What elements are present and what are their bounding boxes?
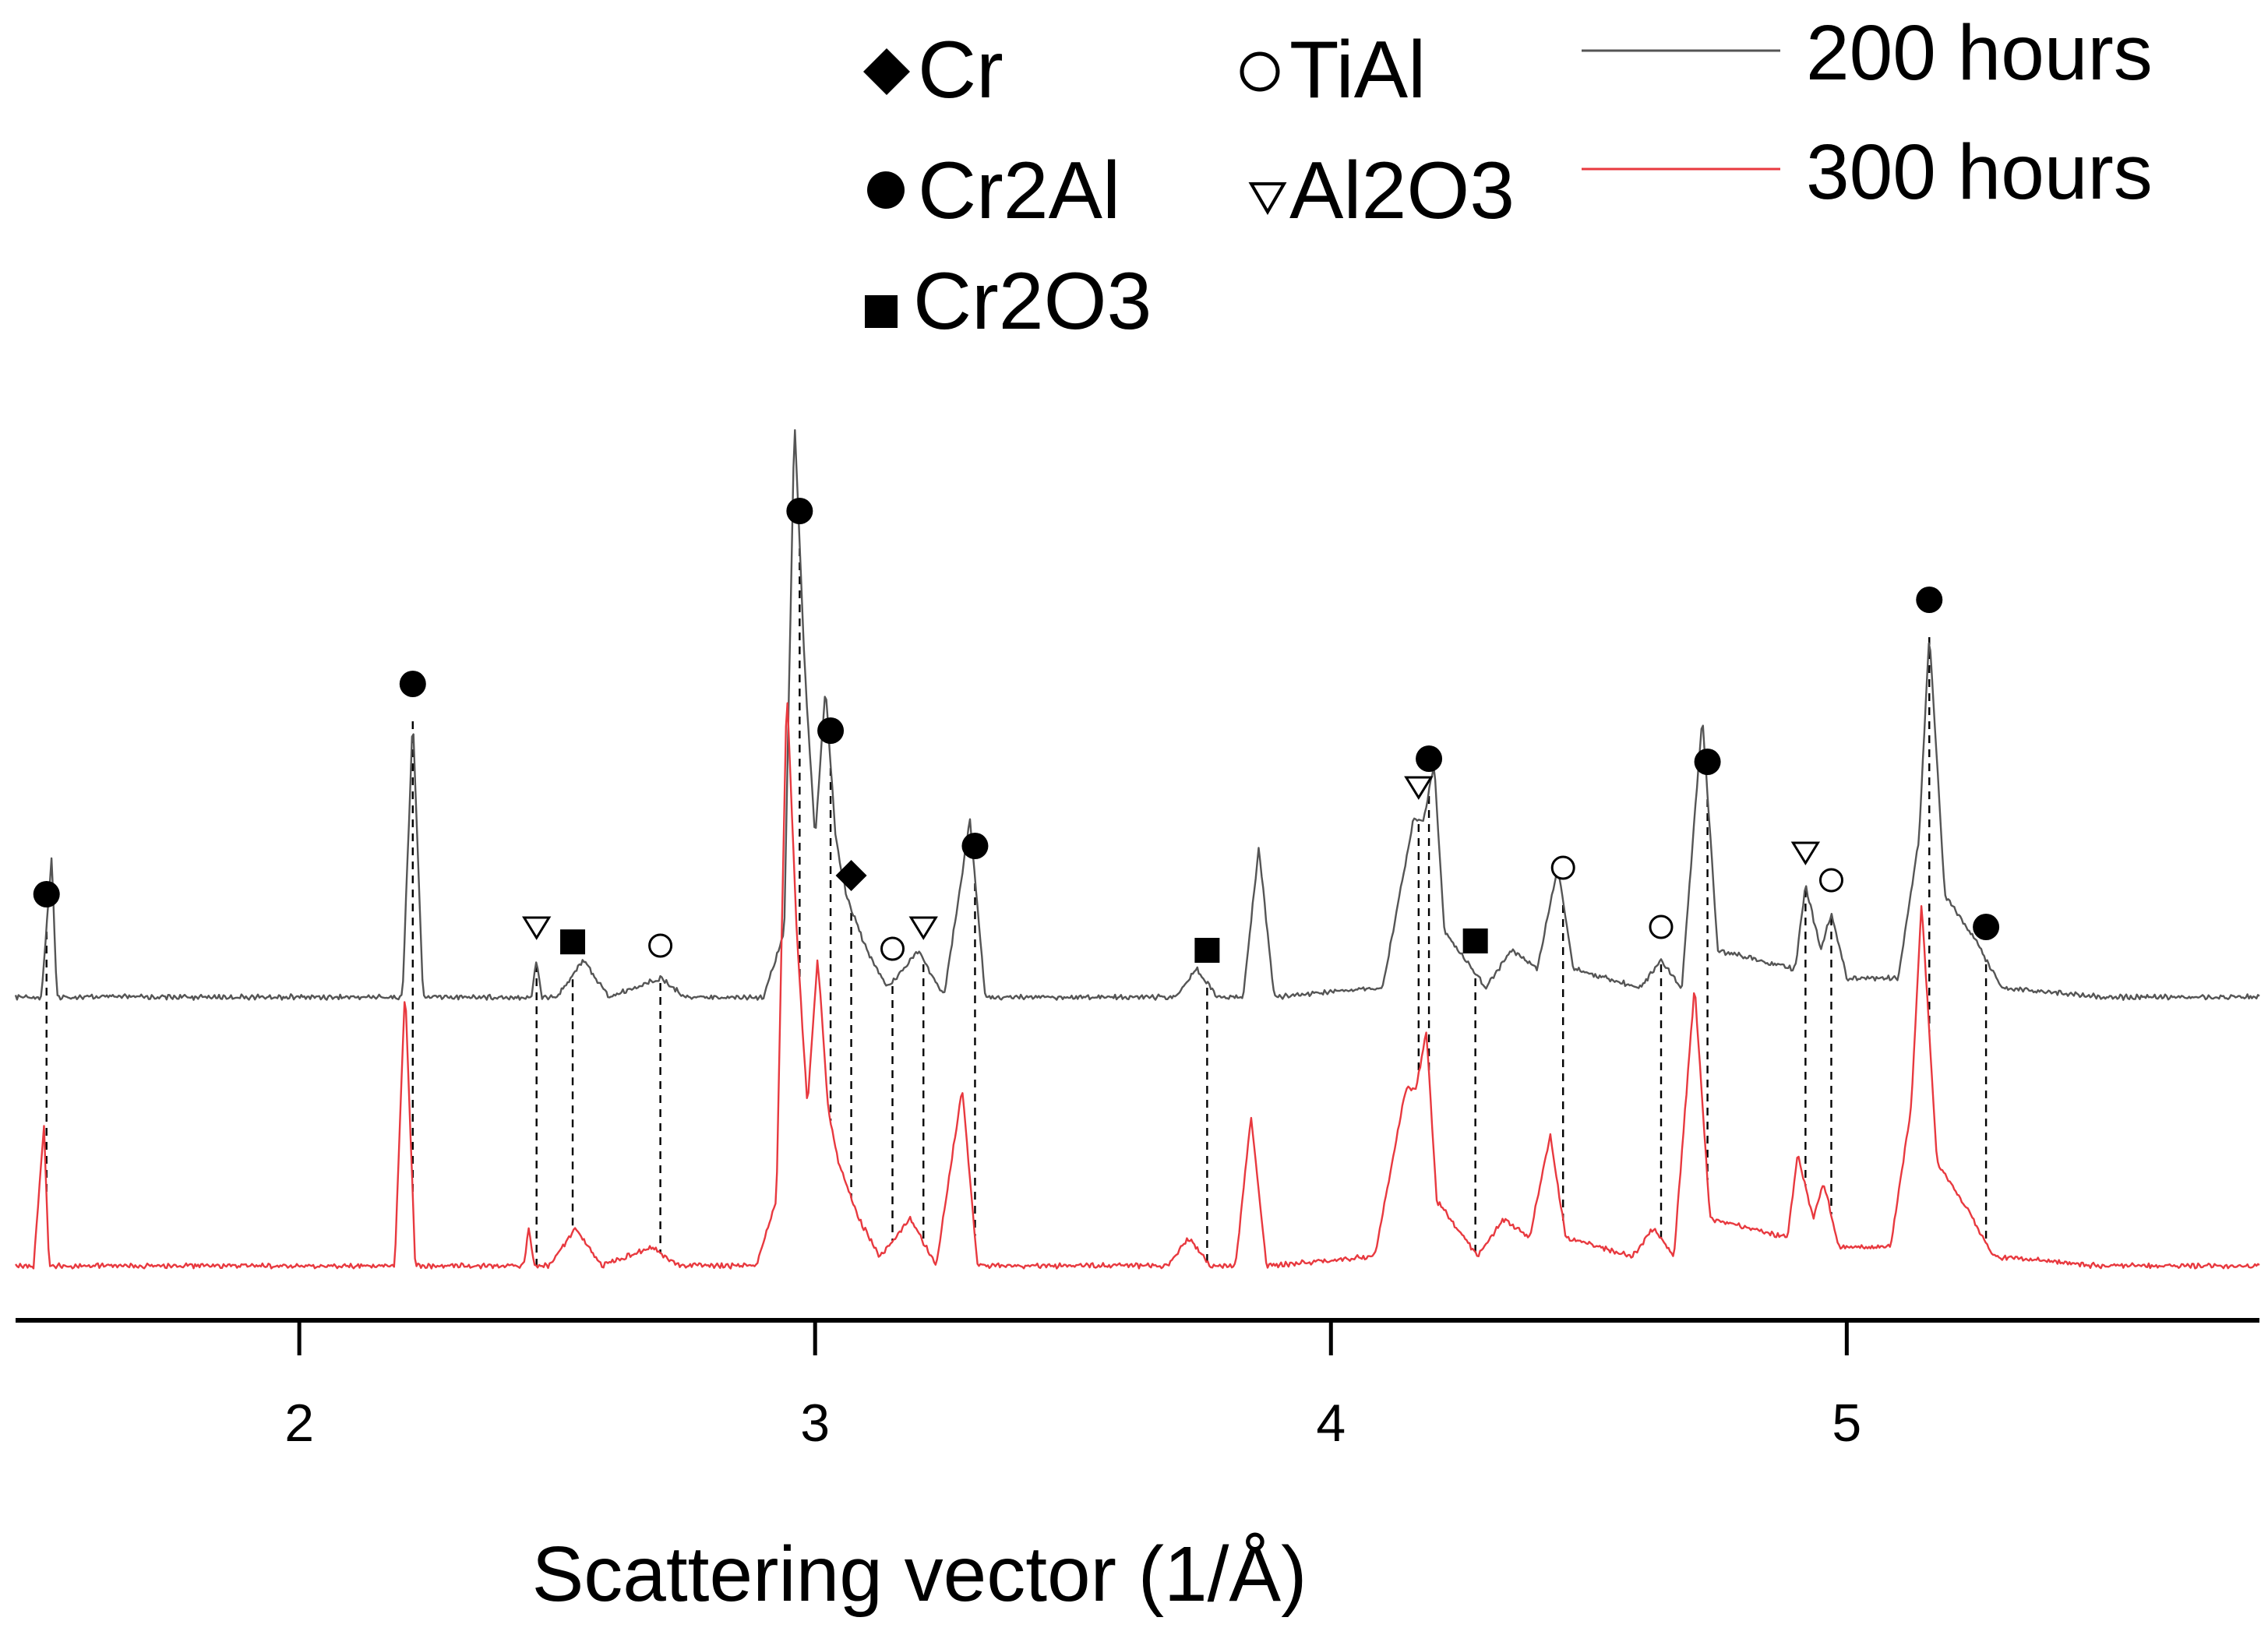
filled-circle-marker bbox=[817, 717, 845, 744]
open-circle-marker bbox=[1649, 914, 1674, 939]
open-circle-marker bbox=[648, 933, 673, 958]
open-circle-marker bbox=[1240, 51, 1280, 92]
phase-legend-label-tial: TiAl bbox=[1289, 25, 1426, 115]
open-triangle-marker bbox=[522, 916, 552, 940]
peak-markers bbox=[33, 498, 2000, 963]
diamond-marker bbox=[863, 48, 910, 95]
x-tick-label: 4 bbox=[1316, 1394, 1346, 1453]
open-circle-marker bbox=[1818, 868, 1843, 893]
legend-entry-200-hours: 200 hours bbox=[1582, 9, 2153, 97]
filled-circle-marker bbox=[867, 171, 905, 209]
phase-legend-entry-cr2al: Cr2Al bbox=[867, 146, 1120, 236]
open-circle-marker bbox=[880, 936, 905, 961]
phase-legend-entry-cr: Cr bbox=[863, 25, 1003, 115]
x-tick-label: 3 bbox=[800, 1394, 830, 1453]
phase-legend-entry-al2o3: Al2O3 bbox=[1248, 146, 1515, 236]
phase-legend-label-cr: Cr bbox=[918, 25, 1003, 115]
diamond-marker bbox=[835, 860, 867, 891]
phase-legend-entry-cr2o3: Cr2O3 bbox=[865, 256, 1152, 347]
phase-legend-label-cr2al: Cr2Al bbox=[918, 146, 1120, 236]
filled-circle-marker bbox=[1973, 914, 2000, 940]
filled-circle-marker bbox=[1916, 587, 1943, 613]
filled-circle-marker bbox=[1416, 745, 1443, 772]
x-axis-title: Scattering vector (1/Å) bbox=[532, 1531, 1307, 1618]
square-marker bbox=[560, 929, 586, 955]
square-marker bbox=[865, 295, 898, 328]
peak-droplines bbox=[45, 548, 1988, 1266]
series-line-300-hours bbox=[15, 702, 2260, 1270]
phase-legend-entry-tial: TiAl bbox=[1240, 25, 1426, 115]
legend-label-200-hours: 200 hours bbox=[1806, 9, 2153, 97]
x-axis-ticks: 2 3 4 5 bbox=[284, 1320, 1861, 1453]
x-tick-label: 2 bbox=[284, 1394, 314, 1453]
legend-label-300-hours: 300 hours bbox=[1806, 129, 2153, 216]
filled-circle-marker bbox=[786, 498, 813, 524]
filled-circle-marker bbox=[399, 671, 426, 697]
square-marker bbox=[1462, 928, 1488, 953]
series-line-200-hours bbox=[14, 429, 2260, 1001]
filled-circle-marker bbox=[961, 833, 989, 859]
open-triangle-marker bbox=[1404, 776, 1434, 800]
open-triangle-marker bbox=[908, 916, 938, 940]
filled-circle-marker bbox=[33, 881, 60, 907]
x-tick-label: 5 bbox=[1832, 1394, 1861, 1453]
series-layer bbox=[14, 429, 2260, 1270]
series-legend: 200 hours 300 hours bbox=[1582, 9, 2153, 216]
open-circle-marker bbox=[1550, 855, 1575, 880]
phase-legend-label-cr2o3: Cr2O3 bbox=[913, 256, 1152, 347]
square-marker bbox=[1194, 938, 1220, 963]
phase-legend-label-al2o3: Al2O3 bbox=[1289, 146, 1515, 236]
phase-legend: Cr Cr2Al Cr2O3 TiAl Al2O3 bbox=[863, 25, 1515, 347]
open-triangle-marker bbox=[1248, 182, 1287, 215]
filled-circle-marker bbox=[1694, 749, 1721, 775]
legend-entry-300-hours: 300 hours bbox=[1582, 129, 2153, 216]
open-triangle-marker bbox=[1790, 841, 1821, 865]
